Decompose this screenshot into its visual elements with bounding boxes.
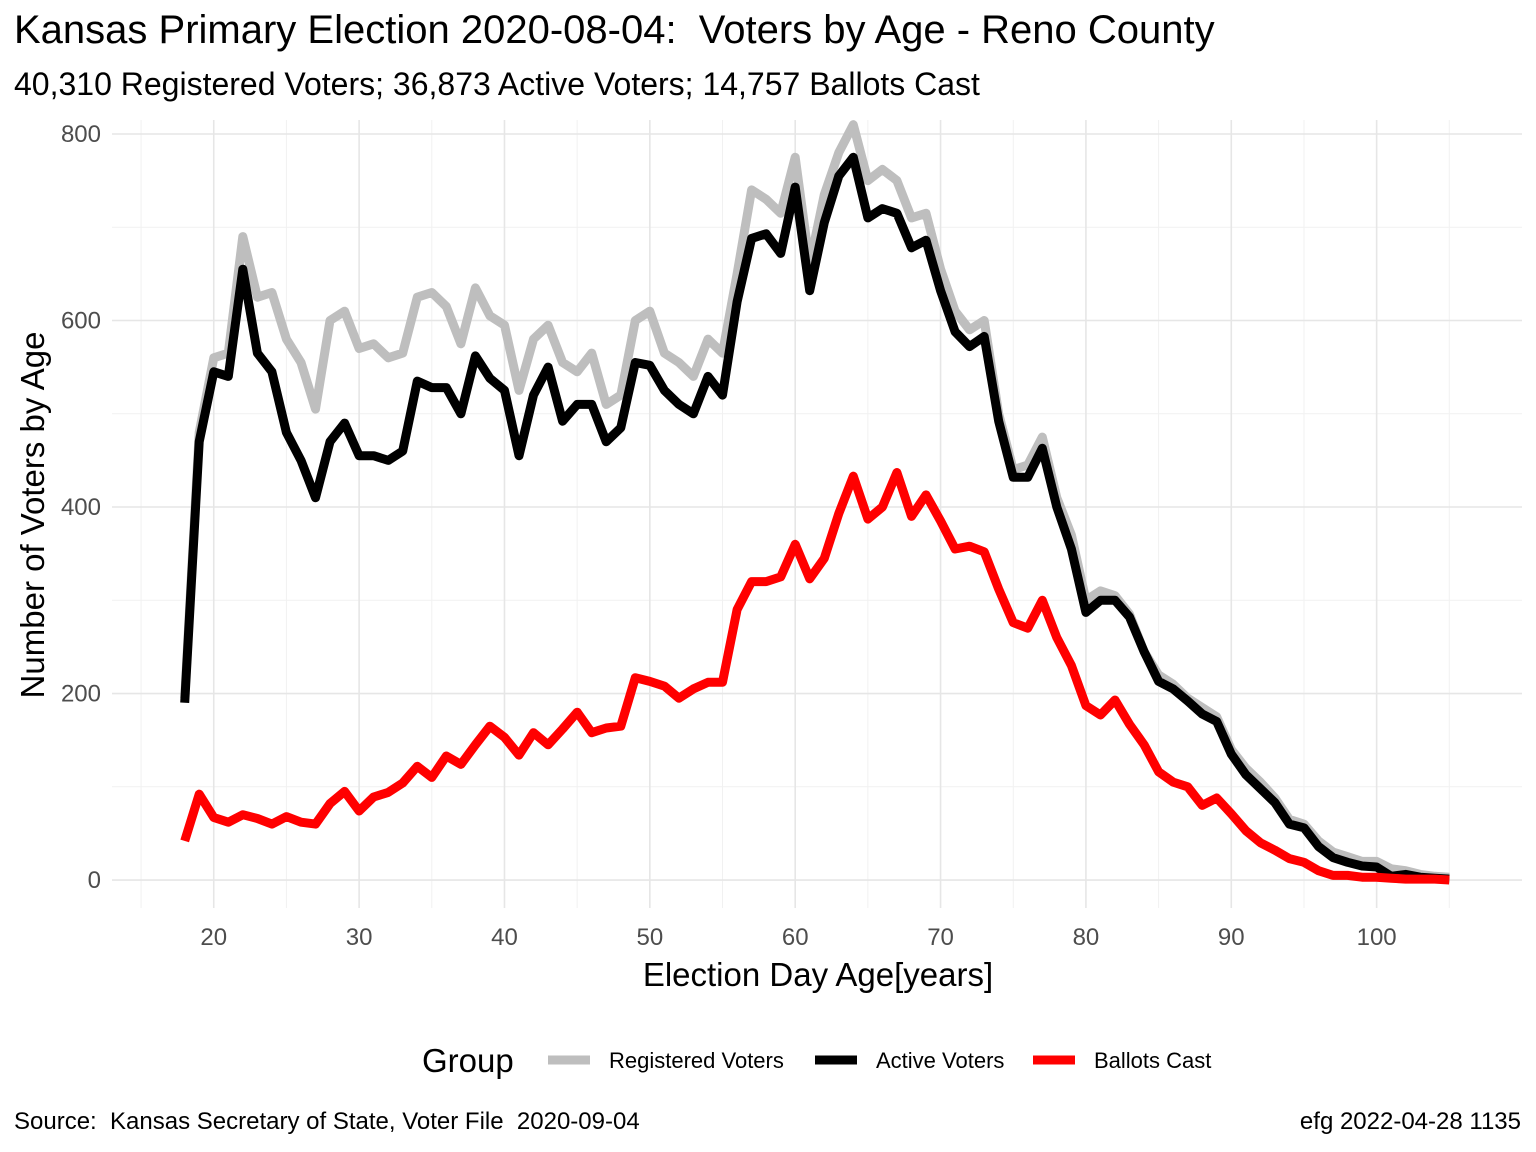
legend-title: Group: [422, 1042, 514, 1079]
x-tick-label: 80: [1073, 924, 1100, 951]
x-axis-label: Election Day Age[years]: [643, 956, 993, 993]
x-tick-label: 70: [927, 924, 954, 951]
y-tick-label: 400: [61, 494, 101, 521]
legend-label-active-voters: Active Voters: [876, 1048, 1004, 1073]
y-tick-labels: 0 200 400 600 800: [61, 121, 101, 894]
source-caption: Source: Kansas Secretary of State, Voter…: [14, 1108, 640, 1135]
y-tick-label: 600: [61, 307, 101, 334]
legend-label-ballots-cast: Ballots Cast: [1094, 1048, 1211, 1073]
x-tick-label: 30: [346, 924, 373, 951]
grid: [112, 120, 1522, 908]
chart-subtitle: 40,310 Registered Voters; 36,873 Active …: [14, 66, 980, 102]
series-line-ballots-cast: [180, 468, 1450, 885]
legend-label-registered-voters: Registered Voters: [609, 1048, 784, 1073]
x-tick-labels: 20 30 40 50 60 70 80 90 100: [200, 924, 1396, 951]
x-tick-label: 50: [636, 924, 663, 951]
x-tick-label: 90: [1218, 924, 1245, 951]
line-chart: 20 30 40 50 60 70 80 90 100 0 200 400 600 800 Electi…: [14, 120, 1522, 1079]
x-tick-label: 100: [1357, 924, 1397, 951]
x-tick-label: 60: [782, 924, 809, 951]
y-tick-label: 800: [61, 121, 101, 148]
y-tick-label: 0: [88, 867, 101, 894]
credit-caption: efg 2022-04-28 1135: [1299, 1108, 1521, 1135]
x-tick-label: 20: [200, 924, 227, 951]
series-lines: [180, 120, 1450, 885]
series-line-active-voters: [180, 152, 1450, 884]
y-tick-label: 200: [61, 681, 101, 708]
legend: Group Registered Voters Active Voters Ball…: [422, 1042, 1211, 1079]
x-tick-label: 40: [491, 924, 518, 951]
y-axis-label: Number of Voters by Age: [14, 332, 51, 699]
chart-title: Kansas Primary Election 2020-08-04: Vote…: [14, 8, 1215, 52]
